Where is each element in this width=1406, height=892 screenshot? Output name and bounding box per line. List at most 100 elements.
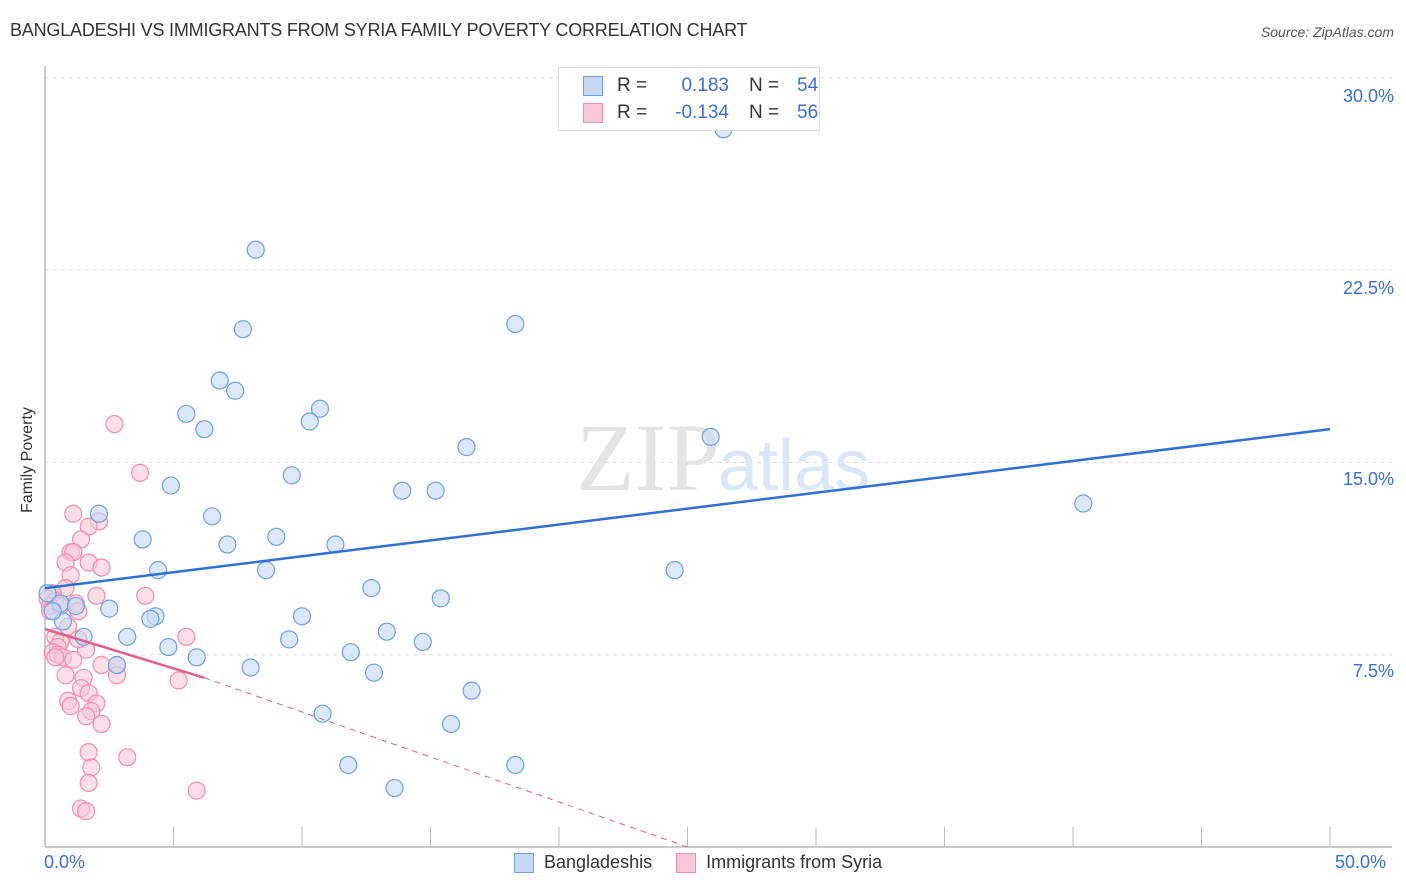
x-tick-max: 50.0% xyxy=(1335,852,1387,872)
data-point[interactable] xyxy=(118,748,137,767)
n-value: 56 xyxy=(797,102,819,123)
data-point[interactable] xyxy=(506,314,525,334)
data-point[interactable] xyxy=(77,802,96,821)
data-point[interactable] xyxy=(310,399,330,418)
data-point[interactable] xyxy=(426,481,445,500)
r-value: -0.134 xyxy=(675,102,729,123)
data-point[interactable] xyxy=(1074,494,1093,513)
data-point[interactable] xyxy=(100,599,119,618)
legend-label: Immigrants from Syria xyxy=(706,852,883,872)
n-label: N = xyxy=(749,75,780,96)
data-point[interactable] xyxy=(441,714,461,734)
data-point[interactable] xyxy=(339,755,358,775)
data-point[interactable] xyxy=(280,630,299,649)
data-point[interactable] xyxy=(364,663,384,682)
data-point[interactable] xyxy=(701,427,720,446)
data-point[interactable] xyxy=(506,755,525,775)
data-point[interactable] xyxy=(226,381,245,400)
r-label: R = xyxy=(617,75,648,96)
data-point[interactable] xyxy=(202,507,222,526)
data-point[interactable] xyxy=(457,438,476,457)
data-point[interactable] xyxy=(161,476,181,495)
data-point[interactable] xyxy=(38,584,57,603)
blue-swatch-icon xyxy=(514,852,534,873)
data-point[interactable] xyxy=(92,558,111,577)
data-point[interactable] xyxy=(462,681,481,700)
correlation-legend: R = 0.183 N = 54 R = -0.134 N = 56 xyxy=(558,67,820,131)
data-point[interactable] xyxy=(141,609,160,628)
data-point[interactable] xyxy=(341,643,360,662)
x-tick-min: 0.0% xyxy=(44,852,86,872)
n-label: N = xyxy=(749,102,780,123)
data-point[interactable] xyxy=(43,602,62,621)
y-tick-22-5: 22.5% xyxy=(1342,278,1394,298)
legend-label: Bangladeshis xyxy=(544,852,653,872)
data-point[interactable] xyxy=(665,561,684,580)
r-label: R = xyxy=(617,102,648,123)
data-point[interactable] xyxy=(133,530,152,549)
data-point[interactable] xyxy=(233,320,252,339)
trend-lines xyxy=(44,427,1331,848)
data-point[interactable] xyxy=(177,627,196,646)
data-point[interactable] xyxy=(377,622,396,641)
data-point[interactable] xyxy=(61,696,80,716)
data-point[interactable] xyxy=(130,463,150,482)
data-point[interactable] xyxy=(267,527,286,546)
data-point[interactable] xyxy=(313,704,332,723)
legend-item-immigrants-from-syria[interactable]: Immigrants from Syria xyxy=(676,852,882,873)
data-point[interactable] xyxy=(82,758,101,777)
data-point[interactable] xyxy=(159,637,178,657)
data-point[interactable] xyxy=(136,586,155,605)
data-point[interactable] xyxy=(177,404,196,423)
data-point[interactable] xyxy=(195,420,214,439)
data-point[interactable] xyxy=(187,781,206,800)
data-point[interactable] xyxy=(256,561,276,580)
data-point[interactable] xyxy=(169,671,188,690)
data-point[interactable] xyxy=(118,627,137,646)
data-point[interactable] xyxy=(92,714,111,734)
y-tick-30: 30.0% xyxy=(1342,86,1394,106)
data-point[interactable] xyxy=(64,504,83,523)
data-point[interactable] xyxy=(87,586,106,605)
data-point[interactable] xyxy=(385,778,404,798)
pink-swatch-icon xyxy=(583,103,603,123)
data-point[interactable] xyxy=(431,589,450,608)
y-tick-15: 15.0% xyxy=(1342,469,1394,489)
data-point[interactable] xyxy=(89,504,109,523)
data-point[interactable] xyxy=(300,412,319,431)
data-point[interactable] xyxy=(292,607,312,626)
pink-swatch-icon xyxy=(676,852,697,873)
data-point[interactable] xyxy=(77,707,96,726)
data-point[interactable] xyxy=(79,743,98,762)
y-tick-7-5: 7.5% xyxy=(1352,661,1394,681)
data-point[interactable] xyxy=(246,240,265,259)
data-point[interactable] xyxy=(107,655,127,675)
data-point[interactable] xyxy=(210,371,229,390)
data-point[interactable] xyxy=(282,466,301,485)
data-point[interactable] xyxy=(393,481,412,500)
data-point[interactable] xyxy=(218,535,237,554)
data-point[interactable] xyxy=(241,658,260,677)
data-point[interactable] xyxy=(64,650,83,669)
data-point[interactable] xyxy=(413,632,432,652)
legend-row-bangladeshis: R = 0.183 N = 54 xyxy=(583,74,818,98)
data-point[interactable] xyxy=(66,596,85,616)
n-value: 54 xyxy=(797,75,819,96)
watermark-atlas: atlas xyxy=(718,426,870,506)
r-value: 0.183 xyxy=(681,75,729,96)
blue-swatch-icon xyxy=(583,76,603,96)
data-point[interactable] xyxy=(56,666,75,685)
legend-item-bangladeshis[interactable]: Bangladeshis xyxy=(514,852,652,873)
watermark-zip: ZIP xyxy=(576,404,720,511)
data-point[interactable] xyxy=(46,648,65,667)
source-label: Source: ZipAtlas.com xyxy=(1260,24,1394,40)
data-point[interactable] xyxy=(79,773,98,793)
axes xyxy=(44,66,1392,848)
y-axis-label: Family Poverty xyxy=(19,407,36,513)
data-point[interactable] xyxy=(105,414,124,434)
data-point[interactable] xyxy=(362,579,381,598)
series-legend: Bangladeshis Immigrants from Syria xyxy=(514,852,906,873)
data-point[interactable] xyxy=(92,655,111,675)
data-point[interactable] xyxy=(187,648,206,667)
